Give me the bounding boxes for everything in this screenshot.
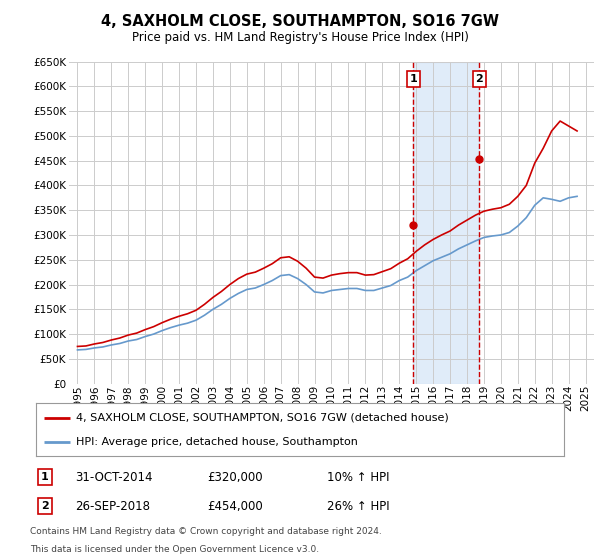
Text: 4, SAXHOLM CLOSE, SOUTHAMPTON, SO16 7GW (detached house): 4, SAXHOLM CLOSE, SOUTHAMPTON, SO16 7GW … [76, 413, 448, 423]
Text: 26% ↑ HPI: 26% ↑ HPI [327, 500, 389, 513]
Text: HPI: Average price, detached house, Southampton: HPI: Average price, detached house, Sout… [76, 437, 358, 447]
Text: 1: 1 [409, 74, 417, 84]
Text: Contains HM Land Registry data © Crown copyright and database right 2024.: Contains HM Land Registry data © Crown c… [30, 528, 382, 536]
Text: This data is licensed under the Open Government Licence v3.0.: This data is licensed under the Open Gov… [30, 545, 319, 554]
Text: £320,000: £320,000 [207, 470, 263, 484]
Text: 26-SEP-2018: 26-SEP-2018 [75, 500, 150, 513]
Text: 2: 2 [41, 501, 49, 511]
Text: 4, SAXHOLM CLOSE, SOUTHAMPTON, SO16 7GW: 4, SAXHOLM CLOSE, SOUTHAMPTON, SO16 7GW [101, 14, 499, 29]
Text: 2: 2 [475, 74, 483, 84]
Text: 1: 1 [41, 472, 49, 482]
Text: 31-OCT-2014: 31-OCT-2014 [75, 470, 152, 484]
Text: 10% ↑ HPI: 10% ↑ HPI [327, 470, 389, 484]
Bar [413, 62, 479, 384]
Text: £454,000: £454,000 [207, 500, 263, 513]
Text: Price paid vs. HM Land Registry's House Price Index (HPI): Price paid vs. HM Land Registry's House … [131, 31, 469, 44]
